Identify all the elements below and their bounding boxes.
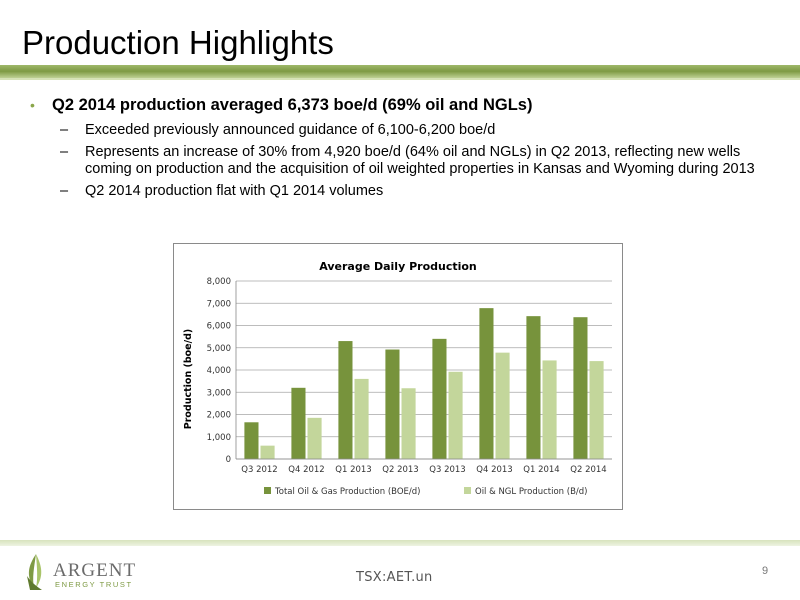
- y-tick-label: 6,000: [207, 322, 231, 332]
- y-tick-label: 8,000: [207, 277, 231, 287]
- x-tick-label: Q2 2013: [382, 465, 418, 475]
- chart-title: Average Daily Production: [319, 260, 477, 273]
- bar-total-production: [385, 349, 400, 459]
- bar-oil-ngl-production: [307, 417, 322, 459]
- bar-oil-ngl-production: [260, 445, 275, 459]
- y-tick-label: 1,000: [207, 433, 231, 443]
- y-tick-label: 3,000: [207, 388, 231, 398]
- x-tick-label: Q3 2013: [429, 465, 465, 475]
- x-tick-label: Q3 2012: [241, 465, 277, 475]
- bar-total-production: [573, 317, 588, 459]
- argent-logo: ARGENT ENERGY TRUST: [27, 554, 136, 590]
- main-bullet: • Q2 2014 production averaged 6,373 boe/…: [30, 95, 770, 115]
- sub-bullet-text: Exceeded previously announced guidance o…: [85, 122, 496, 138]
- sub-bullet-dash: –: [60, 122, 69, 138]
- sub-bullet-dash: –: [60, 183, 69, 199]
- legend-swatch: [264, 487, 271, 494]
- y-tick-label: 2,000: [207, 411, 231, 421]
- production-chart: Average Daily Production Production (boe…: [173, 243, 623, 510]
- footer-divider: [0, 540, 800, 546]
- bar-oil-ngl-production: [401, 388, 416, 459]
- legend-label: Total Oil & Gas Production (BOE/d): [274, 487, 420, 497]
- bar-oil-ngl-production: [495, 352, 510, 459]
- y-tick-label: 7,000: [207, 299, 231, 309]
- bullet-dot: •: [30, 97, 35, 113]
- x-tick-label: Q2 2014: [570, 465, 606, 475]
- sub-bullet-text: Represents an increase of 30% from 4,920…: [85, 144, 755, 177]
- y-tick-label: 0: [226, 455, 231, 465]
- y-tick-label: 4,000: [207, 366, 231, 376]
- legend-swatch: [464, 487, 471, 494]
- sub-bullet: – Q2 2014 production flat with Q1 2014 v…: [30, 183, 770, 200]
- title-underline-highlight: [0, 78, 800, 80]
- leaf-mark-icon: [27, 554, 42, 590]
- bar-oil-ngl-production: [448, 371, 463, 459]
- x-tick-label: Q4 2012: [288, 465, 324, 475]
- bar-oil-ngl-production: [354, 378, 369, 459]
- chart-canvas: Average Daily Production Production (boe…: [183, 260, 612, 497]
- bar-total-production: [338, 341, 353, 459]
- bar-total-production: [526, 316, 541, 459]
- main-bullet-text: Q2 2014 production averaged 6,373 boe/d …: [52, 96, 533, 114]
- bullet-list: • Q2 2014 production averaged 6,373 boe/…: [30, 95, 770, 200]
- bar-total-production: [291, 387, 306, 459]
- y-tick-label: 5,000: [207, 344, 231, 354]
- ticker-symbol: TSX:AET.un: [356, 570, 433, 585]
- logo-subtitle: ENERGY TRUST: [55, 580, 133, 589]
- page-title: Production Highlights: [22, 24, 334, 61]
- y-axis-label: Production (boe/d): [183, 329, 194, 430]
- title-underline-bar: [0, 65, 800, 79]
- legend-label: Oil & NGL Production (B/d): [475, 487, 587, 497]
- sub-bullet: – Represents an increase of 30% from 4,9…: [30, 144, 770, 178]
- bar-total-production: [244, 422, 259, 459]
- x-tick-label: Q4 2013: [476, 465, 512, 475]
- bar-oil-ngl-production: [589, 361, 604, 459]
- x-tick-label: Q1 2013: [335, 465, 371, 475]
- sub-bullet-dash: –: [60, 144, 69, 160]
- logo-word: ARGENT: [53, 560, 136, 581]
- sub-bullet-text: Q2 2014 production flat with Q1 2014 vol…: [85, 183, 384, 199]
- bar-oil-ngl-production: [542, 360, 557, 459]
- bar-total-production: [432, 338, 447, 459]
- page-number: 9: [762, 565, 769, 577]
- x-tick-label: Q1 2014: [523, 465, 559, 475]
- sub-bullet: – Exceeded previously announced guidance…: [30, 122, 770, 139]
- bar-total-production: [479, 308, 494, 459]
